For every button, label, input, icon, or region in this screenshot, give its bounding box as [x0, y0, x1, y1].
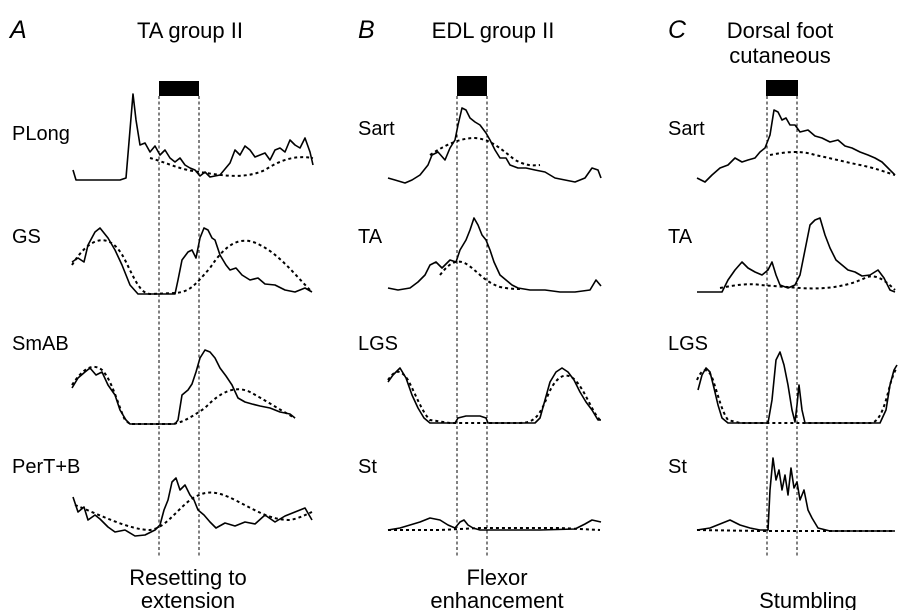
- panel-b: B EDL group II Sart TA LGS St Flexor enh…: [358, 16, 602, 610]
- control-trace-ta-b: [439, 260, 521, 290]
- control-trace-plong: [149, 156, 314, 177]
- muscle-label-lgs-c: LGS: [668, 333, 708, 355]
- control-trace-pert-b: [74, 491, 313, 532]
- stim-trace-ta-c: [697, 217, 896, 293]
- panel-c: C Dorsal foot cutaneous Sart TA LGS St S…: [668, 16, 898, 610]
- stim-trace-smab: [71, 349, 296, 425]
- muscle-label-smab: SmAB: [12, 333, 69, 355]
- muscle-label-sart-c: Sart: [668, 118, 705, 140]
- stimulus-bar-c: [766, 80, 798, 96]
- muscle-label-lgs-b: LGS: [358, 333, 398, 355]
- panel-b-letter: B: [358, 16, 375, 44]
- control-trace-st-b: [388, 527, 601, 531]
- control-trace-ta-c: [719, 275, 896, 291]
- muscle-label-pert-b: PerT+B: [12, 456, 80, 478]
- panel-a-letter: A: [8, 16, 27, 44]
- muscle-label-plong: PLong: [12, 123, 70, 145]
- stimulus-bar-b: [457, 76, 487, 96]
- muscle-label-ta-c: TA: [668, 226, 693, 248]
- panel-a-title: TA group II: [137, 18, 243, 43]
- stimulus-bar-a: [159, 81, 199, 96]
- control-trace-gs: [71, 239, 313, 296]
- panel-a: A TA group II PLong GS SmAB PerT+B Reset…: [8, 16, 314, 610]
- panel-c-caption: Stumbling: [759, 588, 857, 610]
- control-trace-sart-c: [769, 151, 896, 176]
- control-trace-sart-b: [429, 136, 541, 167]
- muscle-label-st-b: St: [358, 456, 377, 478]
- panel-a-caption-line2: extension: [141, 588, 235, 610]
- stim-trace-plong: [72, 93, 314, 181]
- stim-trace-sart-b: [387, 107, 602, 184]
- stim-trace-gs: [71, 227, 313, 295]
- control-trace-lgs-b: [387, 370, 601, 424]
- panel-c-title-line1: Dorsal foot: [727, 18, 833, 43]
- panel-b-title: EDL group II: [432, 18, 555, 43]
- stim-trace-sart-c: [696, 109, 896, 183]
- stim-trace-ta-b: [387, 217, 602, 293]
- muscle-label-gs: GS: [12, 226, 41, 248]
- stim-trace-lgs-c: [697, 351, 898, 424]
- muscle-label-ta-b: TA: [358, 226, 383, 248]
- panel-a-caption-line1: Resetting to: [129, 565, 246, 590]
- panel-c-letter: C: [668, 16, 687, 44]
- control-trace-st-c: [696, 529, 895, 532]
- panel-b-caption-line1: Flexor: [466, 565, 527, 590]
- panel-c-title-line2: cutaneous: [729, 43, 831, 68]
- control-trace-smab: [71, 365, 296, 425]
- stim-trace-st-b: [387, 517, 602, 531]
- stim-trace-st-c: [696, 457, 895, 532]
- panel-b-caption-line2: enhancement: [430, 588, 563, 610]
- muscle-label-sart-b: Sart: [358, 118, 395, 140]
- muscle-label-st-c: St: [668, 456, 687, 478]
- stim-trace-pert-b: [72, 477, 313, 537]
- stim-trace-lgs-b: [387, 367, 601, 424]
